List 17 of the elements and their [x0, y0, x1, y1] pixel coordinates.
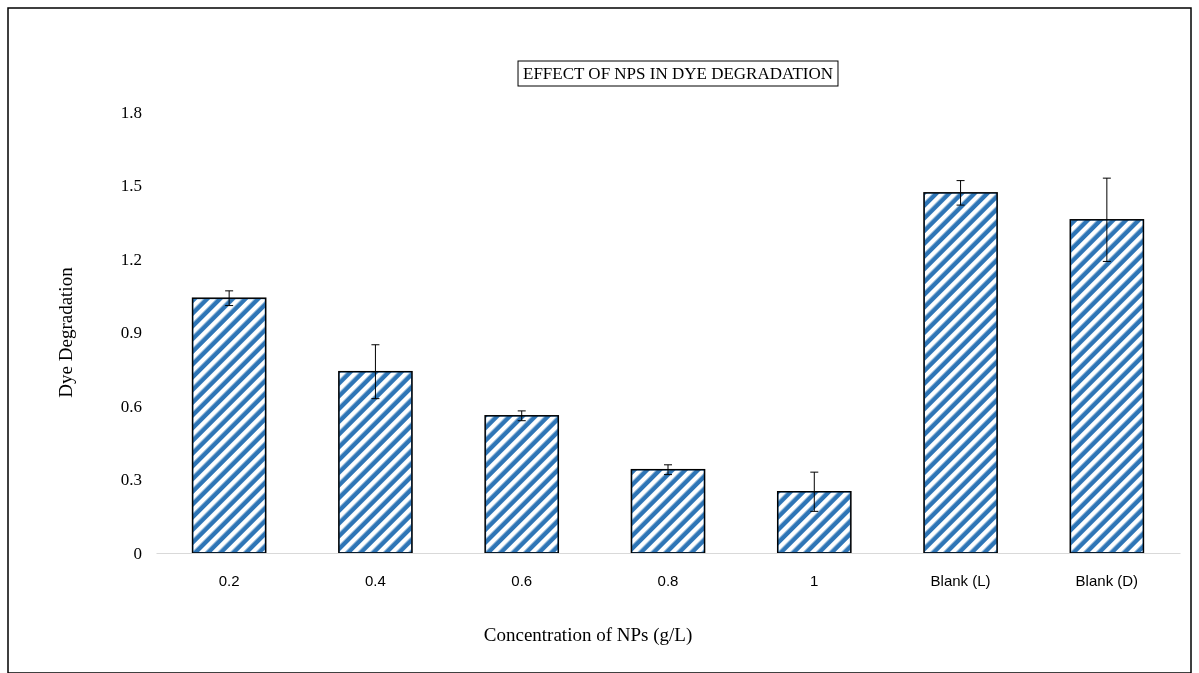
y-tick-label: 0.3	[120, 470, 142, 490]
y-tick-label: 1.2	[120, 249, 142, 269]
x-axis-title: Concentration of NPs (g/L)	[483, 624, 693, 646]
x-tick-label: 1	[810, 571, 819, 589]
x-tick-label: 0.8	[657, 571, 679, 589]
y-tick-label: 0.9	[120, 323, 142, 343]
x-tick-label: 0.6	[511, 571, 533, 589]
chart-title: EFFECT OF NPS IN DYE DEGRADATION	[523, 64, 833, 83]
y-tick-label: 0	[133, 543, 142, 563]
x-tick-label: Blank (D)	[1075, 571, 1139, 589]
x-tick-label: Blank (L)	[930, 571, 991, 589]
y-tick-label: 1.5	[120, 176, 142, 196]
y-axis-title: Dye Degradation	[55, 266, 76, 398]
y-tick-label: 0.6	[120, 396, 142, 416]
x-tick-label: 0.2	[218, 571, 240, 589]
y-tick-label: 1.8	[120, 102, 142, 122]
x-tick-label: 0.4	[365, 571, 386, 589]
